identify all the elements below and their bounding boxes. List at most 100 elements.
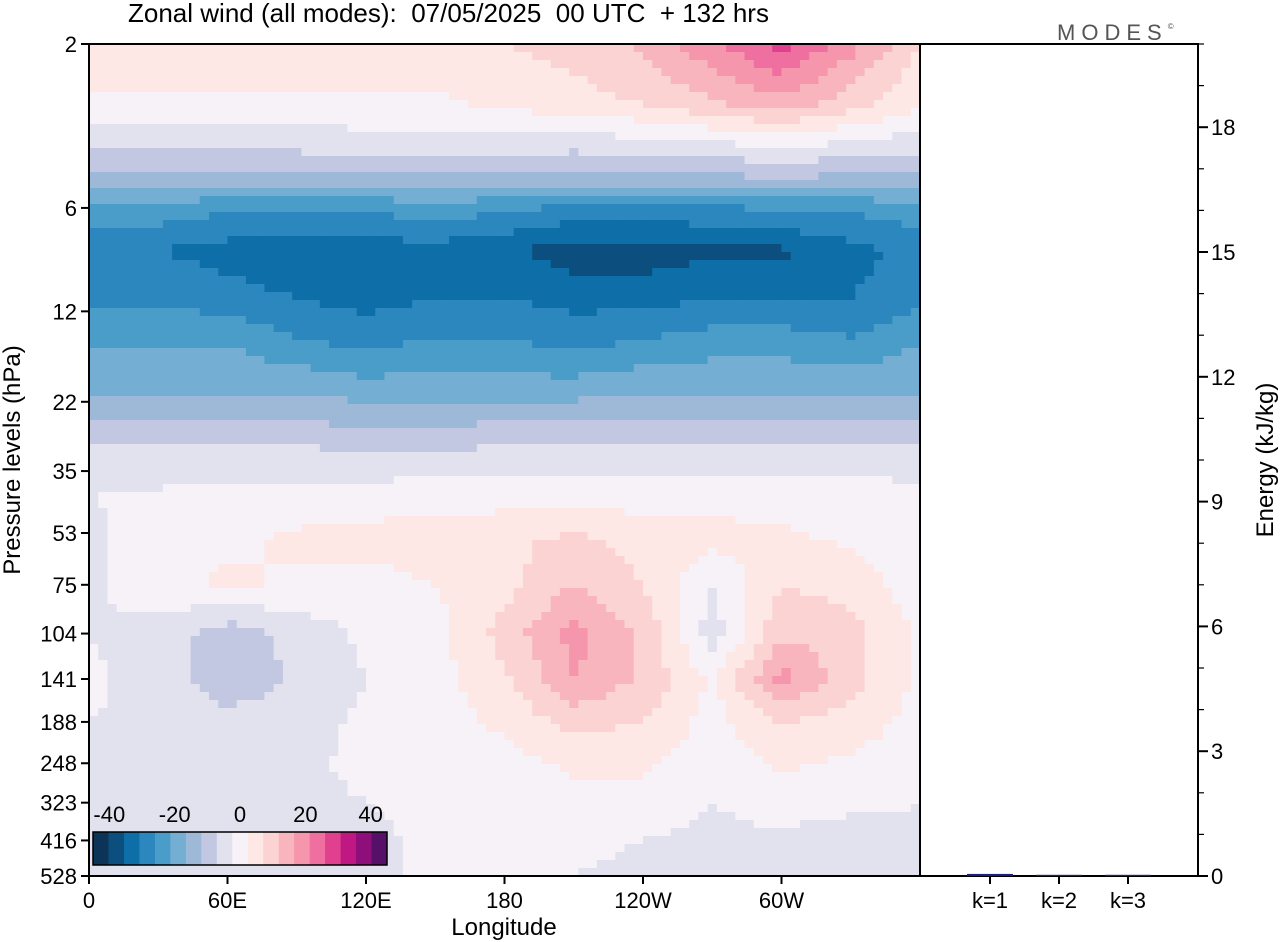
heatmap-cell (319, 372, 330, 381)
heatmap-cell (384, 196, 395, 205)
heatmap-cell (393, 308, 404, 317)
heatmap-cell (375, 268, 386, 277)
heatmap-cell (172, 44, 182, 53)
heatmap-cell (735, 372, 746, 381)
heatmap-cell (292, 460, 302, 469)
heatmap-cell (901, 60, 912, 69)
heatmap-cell (689, 212, 699, 221)
heatmap-cell (218, 196, 229, 205)
heatmap-cell (218, 172, 229, 181)
heatmap-cell (310, 76, 321, 85)
heatmap-cell (255, 348, 266, 357)
heatmap-cell (901, 108, 912, 117)
heatmap-cell (901, 324, 912, 333)
heatmap-cell (467, 44, 478, 53)
heatmap-cell (504, 380, 515, 389)
heatmap-cell (763, 44, 773, 53)
heatmap-cell (402, 292, 413, 301)
heatmap-cell (421, 196, 432, 205)
heatmap-cell (319, 116, 330, 125)
heatmap-cell (772, 404, 783, 413)
heatmap-cell (541, 268, 552, 277)
heatmap-cell (892, 204, 903, 213)
heatmap-cell (116, 196, 127, 205)
heatmap-cell (282, 332, 293, 341)
heatmap-cell (670, 348, 681, 357)
heatmap-cell (301, 396, 312, 405)
heatmap-cell (449, 260, 459, 269)
heatmap-cell (162, 76, 173, 85)
heatmap-cell (347, 308, 358, 317)
heatmap-cell (153, 196, 164, 205)
heatmap-cell (125, 388, 136, 397)
heatmap-cell (181, 420, 192, 429)
heatmap-cell (735, 324, 746, 333)
heatmap-cell (578, 188, 589, 197)
heatmap-cell (781, 348, 792, 357)
heatmap-cell (190, 452, 201, 461)
heatmap-cell (855, 396, 866, 405)
heatmap-cell (569, 468, 579, 477)
heatmap-cell (495, 44, 506, 53)
heatmap-cell (384, 92, 395, 101)
heatmap-cell (273, 348, 284, 357)
heatmap-cell (587, 356, 598, 365)
heatmap-cell (818, 204, 829, 213)
heatmap-cell (615, 196, 626, 205)
heatmap-cell (310, 308, 321, 317)
heatmap-cell (125, 300, 136, 309)
heatmap-cell (606, 220, 616, 229)
heatmap-cell (864, 204, 875, 213)
heatmap-cell (301, 132, 312, 141)
heatmap-cell (836, 372, 847, 381)
heatmap-cell (107, 436, 118, 445)
heatmap-cell (873, 108, 884, 117)
heatmap-cell (89, 244, 99, 253)
heatmap-cell (338, 300, 349, 309)
heatmap-cell (772, 220, 783, 229)
heatmap-cell (550, 108, 561, 117)
heatmap-cell (153, 284, 164, 293)
heatmap-cell (643, 476, 653, 485)
heatmap-cell (135, 100, 145, 109)
heatmap-cell (273, 84, 284, 93)
heatmap-cell (439, 156, 450, 165)
heatmap-cell (698, 460, 709, 469)
heatmap-cell (716, 308, 727, 317)
heatmap-cell (458, 124, 469, 133)
heatmap-cell (144, 300, 155, 309)
heatmap-cell (107, 364, 118, 373)
heatmap-cell (218, 332, 229, 341)
heatmap-cell (559, 196, 570, 205)
heatmap-cell (735, 252, 746, 261)
heatmap-cell (883, 460, 893, 469)
heatmap-cell (698, 68, 709, 77)
heatmap-cell (264, 196, 275, 205)
heatmap-cell (458, 308, 469, 317)
heatmap-cell (329, 156, 339, 165)
heatmap-cell (356, 412, 367, 421)
heatmap-cell (809, 324, 820, 333)
heatmap-cell (790, 396, 801, 405)
heatmap-cell (393, 284, 404, 293)
heatmap-cell (421, 76, 432, 85)
heatmap-cell (135, 324, 145, 333)
heatmap-cell (125, 236, 136, 245)
heatmap-cell (799, 76, 810, 85)
heatmap-cell (735, 412, 746, 421)
heatmap-cell (809, 396, 820, 405)
heatmap-cell (846, 444, 856, 453)
heatmap-cell (172, 156, 182, 165)
heatmap-cell (559, 300, 570, 309)
heatmap-cell (172, 100, 182, 109)
heatmap-cell (153, 76, 164, 85)
heatmap-cell (125, 348, 136, 357)
heatmap-cell (781, 228, 792, 237)
heatmap-cell (726, 116, 736, 125)
heatmap-cell (310, 284, 321, 293)
heatmap-cell (421, 220, 432, 229)
heatmap-cell (89, 116, 99, 125)
heatmap-cell (412, 76, 422, 85)
heatmap-cell (522, 324, 533, 333)
heatmap-cell (495, 300, 506, 309)
